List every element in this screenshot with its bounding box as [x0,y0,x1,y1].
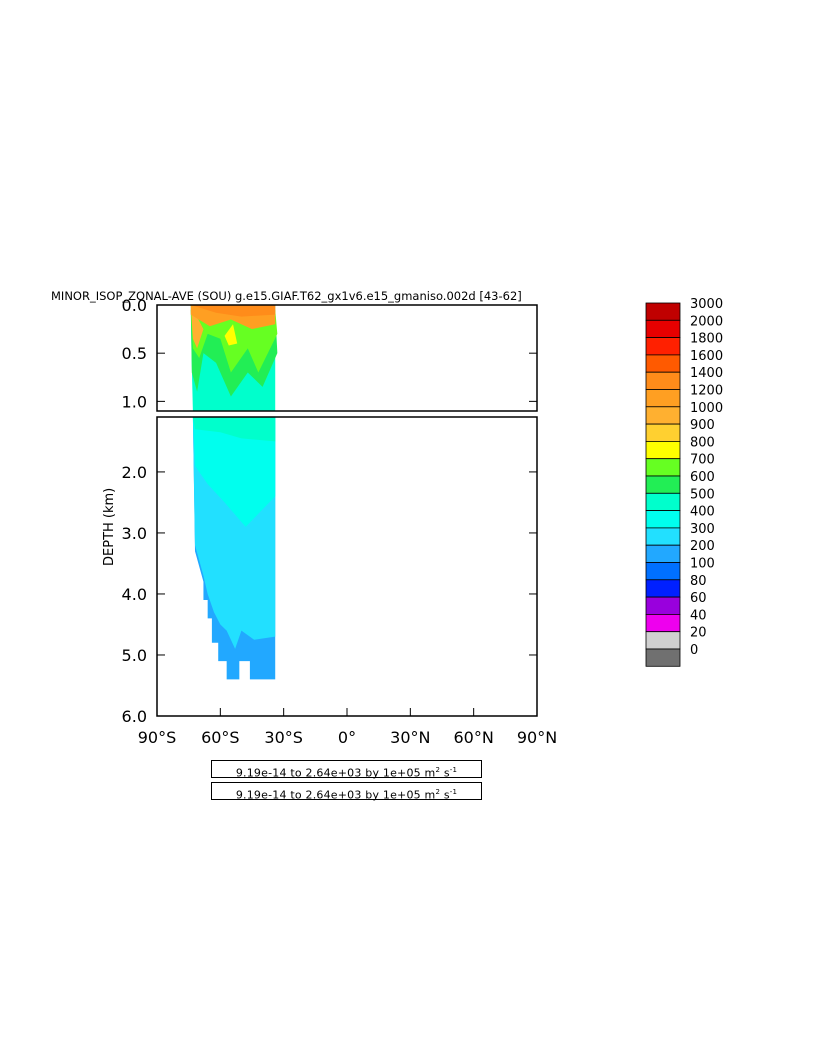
xtick-label: 60°N [454,728,494,747]
colorbar-swatch [645,510,681,529]
colorbar-label: 100 [690,557,715,572]
xtick-label: 60°S [201,728,240,747]
field-region-500-lower [192,417,276,442]
xtick-label: 30°N [390,728,430,747]
xtick-label: 30°S [264,728,303,747]
colorbar-label: 2000 [690,314,723,329]
unit-exponent-1a: 2 [435,766,441,774]
upper-y-axis: 0.0 0.5 1.0 [122,296,537,411]
colorbar-swatch [645,389,681,408]
field-region-800-blob [224,324,238,346]
y-axis-label: DEPTH (km) [102,488,117,566]
unit-exponent-2a: 2 [435,788,441,796]
colorbar-swatch [645,614,681,633]
colorbar-swatch [645,579,681,598]
xtick-label: 0° [338,728,356,747]
colorbar-label: 300 [690,522,715,537]
colorbar-swatch [645,371,681,390]
x-axis: 90°S 60°S 30°S 0° 30°N 60°N 90°N [138,708,557,747]
lower-panel-field [192,417,276,680]
xtick-label: 90°N [517,728,557,747]
lower-y-axis: 2.0 3.0 4.0 5.0 6.0 [122,463,537,726]
colorbar-label: 1000 [690,401,723,416]
colorbar-label: 800 [690,435,715,450]
colorbar-swatch [645,319,681,338]
colorbar-swatch [645,631,681,650]
lower-ytick-label: 4.0 [122,585,147,604]
contour-info-box-2: 9.19e-14 to 2.64e+03 by 1e+05 m2 s-1 [211,782,482,802]
colorbar-swatch [645,492,681,511]
unit-seconds-2: s [443,788,450,802]
colorbar-swatch [645,406,681,425]
unit-exponent-1b: -1 [449,766,458,774]
lower-ytick-label: 3.0 [122,524,147,543]
colorbar-label: 500 [690,487,715,502]
colorbar-swatch [645,337,681,356]
unit-exponent-2b: -1 [449,788,458,796]
xtick-label: 90°S [138,728,177,747]
colorbar-label: 60 [690,591,707,606]
colorbar-label: 400 [690,505,715,520]
upper-panel-field [190,305,278,411]
colorbar-label: 3000 [690,297,723,312]
colorbar-label: 1200 [690,384,723,399]
colorbar-label: 1800 [690,332,723,347]
lower-ytick-label: 5.0 [122,646,147,665]
lower-ytick-label: 2.0 [122,463,147,482]
colorbar-swatch [645,544,681,563]
colorbar-swatch [645,596,681,615]
colorbar-swatch [645,423,681,442]
upper-ytick-label: 1.0 [122,392,147,411]
field-region-1400 [190,305,276,317]
lower-ytick-label: 6.0 [122,707,147,726]
colorbar-swatch [645,648,681,667]
colorbar-swatch [645,440,681,460]
unit-seconds-1: s [443,766,450,780]
upper-panel-frame [156,304,538,412]
colorbar-swatch [645,302,681,321]
colorbar-label: 600 [690,470,715,485]
colorbar-label: 20 [690,626,707,641]
upper-ytick-label: 0.0 [122,296,147,315]
colorbar-label: 1400 [690,366,723,381]
field-region-400 [192,417,276,527]
colorbar-label: 900 [690,418,715,433]
contour-info-text-2: 9.19e-14 to 2.64e+03 by 1e+05 m [235,788,436,802]
colorbar-swatch [645,562,681,581]
contour-info-box-1: 9.19e-14 to 2.64e+03 by 1e+05 m2 s-1 [211,760,482,780]
colorbar: 3000200018001600140012001000900800700600… [645,297,723,667]
colorbar-label: 0 [690,643,698,658]
colorbar-label: 40 [690,608,707,623]
upper-ytick-label: 0.5 [122,344,147,363]
colorbar-swatch [645,527,681,546]
contour-info-text-1: 9.19e-14 to 2.64e+03 by 1e+05 m [235,766,436,780]
colorbar-swatch [645,475,681,494]
colorbar-swatch [645,458,681,477]
colorbar-swatch [645,354,681,373]
colorbar-label: 80 [690,574,707,589]
colorbar-label: 200 [690,539,715,554]
colorbar-label: 1600 [690,349,723,364]
chart-title: MINOR_ISOP_ZONAL-AVE (SOU) g.e15.GIAF.T6… [51,289,522,303]
colorbar-label: 700 [690,453,715,468]
